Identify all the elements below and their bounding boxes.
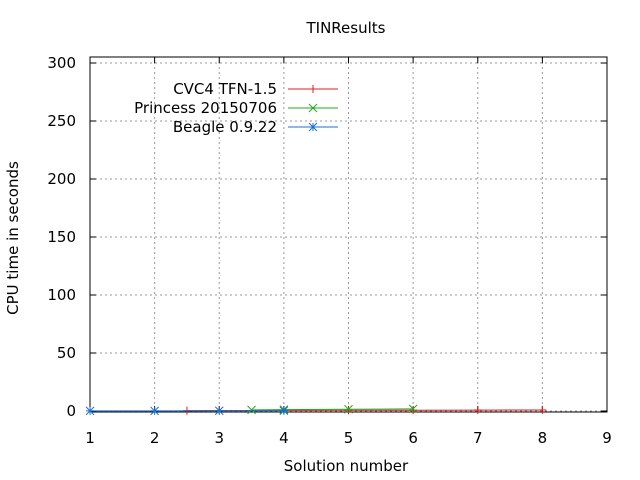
y-tick-label: 50 <box>57 344 76 362</box>
x-tick-label: 4 <box>279 429 289 447</box>
y-tick-label: 250 <box>47 112 76 130</box>
x-axis-label: Solution number <box>284 457 409 475</box>
x-tick-label: 9 <box>602 429 612 447</box>
y-tick-label: 150 <box>47 228 76 246</box>
series-1 <box>247 404 418 415</box>
data-point <box>408 404 418 414</box>
chart-title: TINResults <box>306 19 386 37</box>
data-point <box>344 406 353 415</box>
legend-marker <box>309 85 317 93</box>
data-point <box>538 405 547 414</box>
x-tick-label: 5 <box>344 429 354 447</box>
y-tick-label: 200 <box>47 170 76 188</box>
y-axis-label: CPU time in seconds <box>4 161 22 315</box>
x-tick-label: 1 <box>85 429 95 447</box>
series-2 <box>85 406 289 416</box>
axis-ticks: 1 2 3 4 5 6 7 8 9 0 50 100 150 200 250 300 <box>47 54 611 447</box>
x-tick-label: 6 <box>408 429 418 447</box>
legend-marker <box>308 103 318 113</box>
data-point <box>214 406 224 416</box>
legend-label: Beagle 0.9.22 <box>173 118 277 136</box>
data-point <box>279 406 289 416</box>
legend-label: Princess 20150706 <box>134 99 277 117</box>
data-point <box>150 406 159 416</box>
x-tick-label: 2 <box>150 429 160 447</box>
x-tick-label: 3 <box>214 429 224 447</box>
y-tick-label: 100 <box>47 286 76 304</box>
data-point <box>344 404 353 414</box>
x-tick-label: 7 <box>473 429 483 447</box>
series-group <box>85 404 547 416</box>
series-line <box>251 408 414 411</box>
data-point <box>473 406 482 415</box>
legend-marker <box>308 122 318 132</box>
data-point <box>85 406 95 416</box>
data-point <box>247 405 256 415</box>
y-tick-label: 0 <box>66 402 76 420</box>
y-tick-label: 300 <box>47 54 76 72</box>
data-point <box>409 406 418 415</box>
legend-label: CVC4 TFN-1.5 <box>173 80 277 98</box>
x-tick-label: 8 <box>538 429 548 447</box>
grid <box>90 57 607 412</box>
